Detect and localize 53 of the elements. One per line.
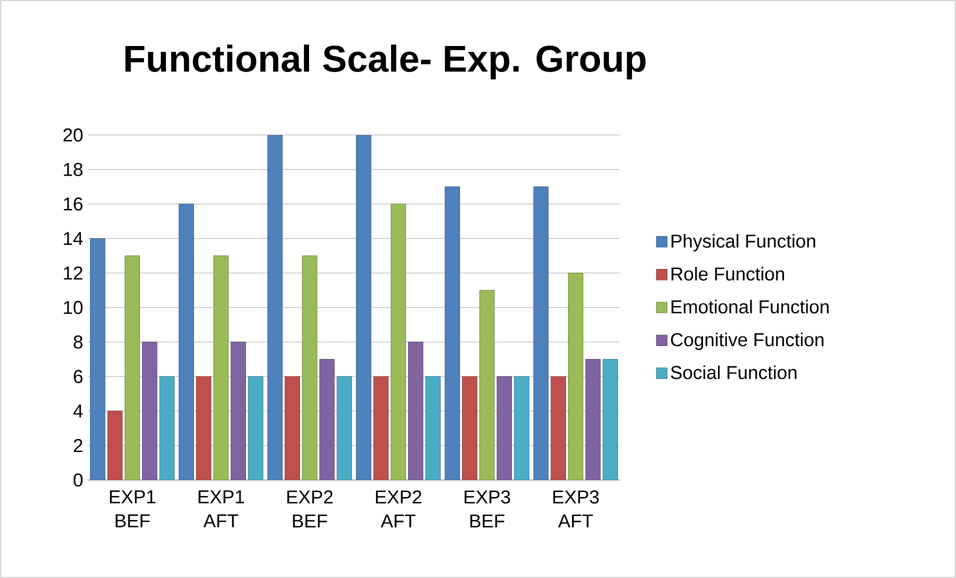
legend-label: Cognitive Function xyxy=(670,332,824,350)
x-tick-label: EXP3 AFT xyxy=(553,490,599,528)
bar xyxy=(159,376,175,480)
x-tick-label: EXP1 BEF xyxy=(110,490,156,528)
x-tick-label: EXP2 BEF xyxy=(287,490,333,528)
y-tick-label: 20 xyxy=(63,128,83,142)
bar xyxy=(514,376,530,480)
bar xyxy=(107,410,123,480)
y-tick-label: 2 xyxy=(74,438,82,452)
legend-label: Physical Function xyxy=(672,234,816,252)
y-tick-label: 6 xyxy=(74,370,82,384)
bar xyxy=(284,376,300,480)
bar xyxy=(585,358,601,480)
bar xyxy=(267,134,283,480)
y-tick-label: 4 xyxy=(73,404,83,418)
y-tick-label: 16 xyxy=(64,197,82,211)
y-tick-label: 8 xyxy=(74,335,82,349)
x-tick-label: EXP1 AFT xyxy=(198,490,244,528)
y-tick-label: 10 xyxy=(64,300,83,314)
bar xyxy=(568,272,584,480)
bar xyxy=(425,376,441,480)
bar xyxy=(248,376,264,480)
bar xyxy=(550,376,566,480)
bar xyxy=(602,358,618,480)
x-tick-label: EXP2 AFT xyxy=(376,490,422,528)
bar xyxy=(124,255,140,480)
bar xyxy=(462,376,478,480)
legend-label: Social Function xyxy=(670,365,796,380)
bar xyxy=(533,186,549,480)
bar xyxy=(196,376,212,480)
bar xyxy=(90,238,106,480)
bar xyxy=(213,255,229,480)
bar xyxy=(408,342,424,480)
bar xyxy=(302,255,318,480)
bar xyxy=(479,290,495,480)
x-tick-label: EXP3 BEF xyxy=(464,490,510,528)
y-tick-label: 14 xyxy=(64,232,83,245)
legend-label: Emotional Function xyxy=(672,300,829,314)
y-tick-label: 12 xyxy=(64,266,82,280)
bar xyxy=(444,186,460,480)
bar xyxy=(178,204,194,480)
bar xyxy=(336,376,352,480)
bar xyxy=(356,134,372,480)
legend-label: Role Function xyxy=(672,266,784,281)
bar xyxy=(319,358,335,480)
bar xyxy=(496,376,512,480)
chart-title: Functional Scale- Exp. Group xyxy=(125,44,646,80)
bar xyxy=(390,204,406,480)
y-tick-label: 0 xyxy=(74,473,83,487)
bar xyxy=(230,342,246,480)
y-tick-label: 18 xyxy=(64,162,82,176)
bar xyxy=(142,342,158,480)
bar xyxy=(373,376,389,480)
